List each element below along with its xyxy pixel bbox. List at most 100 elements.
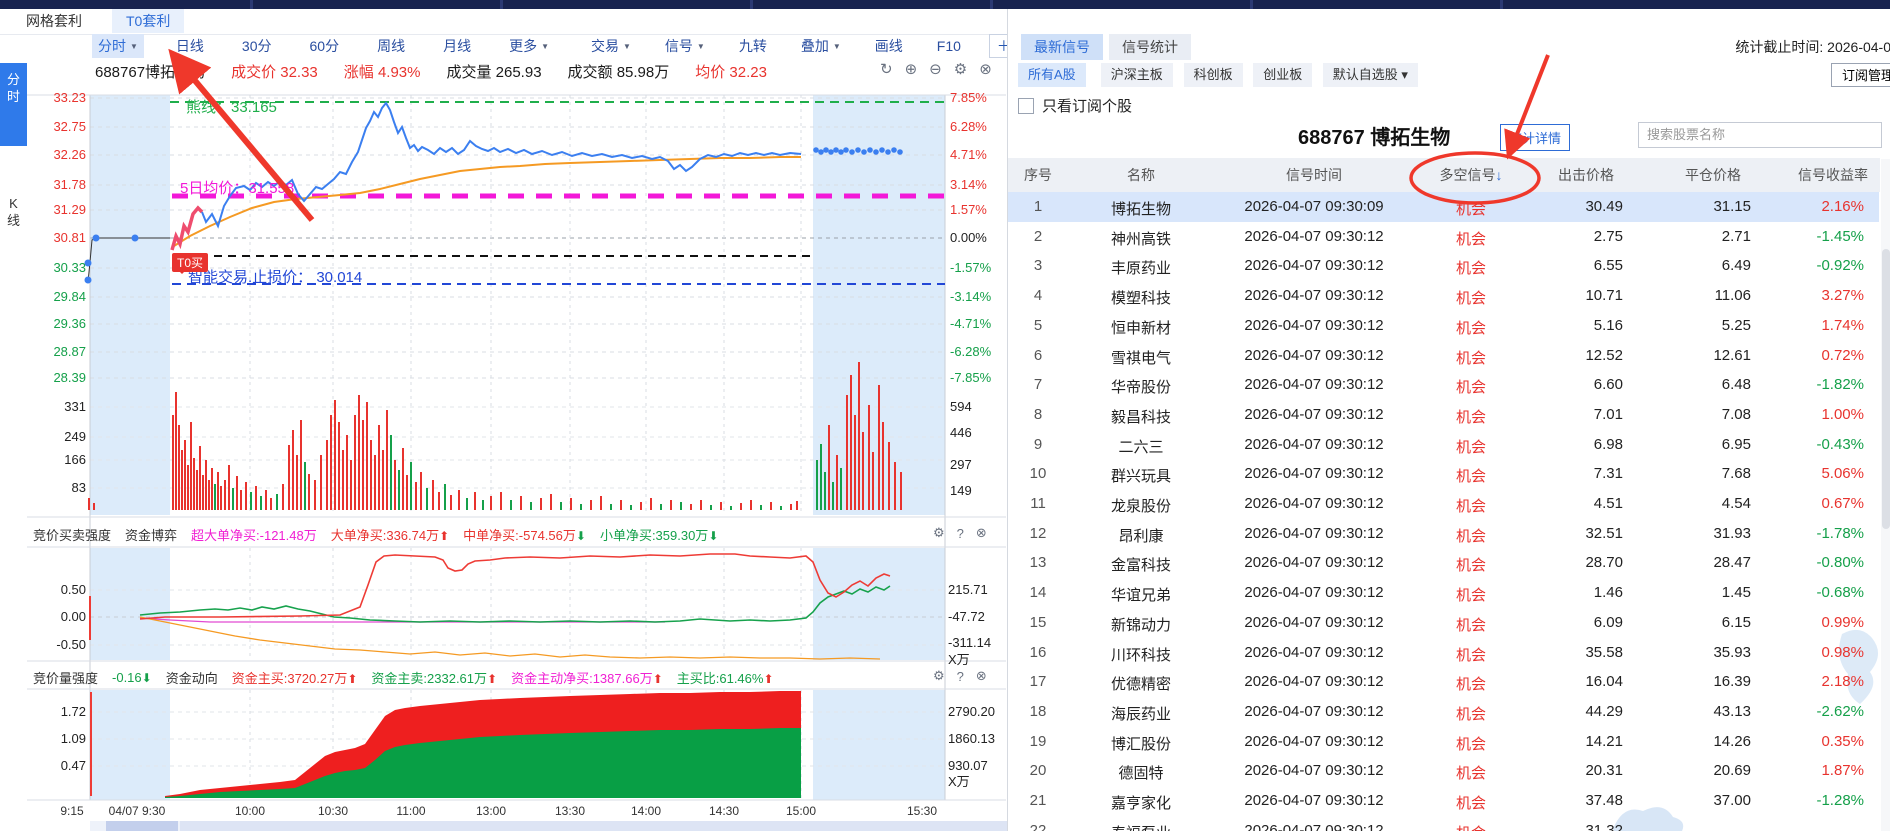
table-cell: 3 [1033, 257, 1043, 275]
chart-horizontal-scrollbar[interactable] [90, 821, 1007, 831]
column-header-序号[interactable]: 序号 [1024, 167, 1052, 183]
volume-bar [872, 452, 874, 510]
column-header-名称[interactable]: 名称 [1127, 167, 1155, 183]
volume-bar [740, 503, 742, 510]
volume-bar [378, 425, 380, 510]
table-cell: 1.46 [1593, 584, 1623, 602]
column-header-信号时间[interactable]: 信号时间 [1286, 167, 1342, 183]
gear-icon[interactable]: ⚙ [933, 668, 945, 683]
table-scrollbar[interactable] [1881, 159, 1890, 831]
volume-bar [366, 402, 368, 510]
pane3-icon-group: ⚙? ⊗ [933, 668, 987, 684]
table-cell: 10.71 [1585, 287, 1623, 305]
afterhours-dot [873, 149, 879, 155]
table-cell: -1.82% [1816, 376, 1864, 394]
table-cell: 1.00% [1821, 405, 1864, 423]
help-icon[interactable]: ? [956, 525, 964, 541]
toolbar-item-交易[interactable]: 交易 ▼ [585, 34, 637, 58]
price-axis-label: 30.33 [53, 260, 86, 275]
stat-detail-button[interactable]: 统计详情 [1500, 124, 1571, 151]
toolbar-item-叠加[interactable]: 叠加 ▼ [795, 34, 847, 58]
pane3-axis-right-label: 2790.20 [948, 704, 995, 719]
signal-panel: 统计截止时间: 2026-04-0 订阅管理 只看订阅个股 688767 博拓生… [1007, 9, 1890, 831]
table-cell: 金富科技 [1110, 557, 1172, 575]
column-header-出击价格[interactable]: 出击价格 [1558, 167, 1614, 183]
filter-chip[interactable]: 所有A股 [1018, 63, 1086, 87]
close-icon[interactable]: ⊗ [975, 668, 987, 683]
volume-bar [610, 504, 612, 510]
toolbar-item-月线[interactable]: 月线 [437, 34, 477, 58]
volume-bar [304, 462, 306, 510]
filter-chip[interactable]: 科创板 [1183, 63, 1243, 87]
column-header-信号收益率[interactable]: 信号收益率 [1798, 167, 1868, 183]
stock-info-item: 涨幅 4.93% [343, 63, 421, 81]
signal-tab-最新信号[interactable]: 最新信号 [1021, 34, 1103, 60]
gear-icon[interactable]: ⚙ [933, 525, 945, 540]
table-cell: 1.45 [1721, 584, 1751, 602]
toolbar-item-30分[interactable]: 30分 [236, 34, 278, 58]
toolbar-item-九转[interactable]: 九转 [733, 34, 773, 58]
only-subscribed-row[interactable]: 只看订阅个股 [1018, 95, 1132, 116]
search-input[interactable]: 搜索股票名称 [1638, 122, 1882, 148]
volume-bar [220, 486, 222, 510]
toolbar-item-信号[interactable]: 信号 ▼ [659, 34, 711, 58]
toolbar-item-F10[interactable]: F10 [931, 36, 967, 56]
volume-bar [730, 506, 732, 510]
volume-bar [760, 505, 762, 510]
volume-bar [850, 375, 852, 510]
pane2-axis-label: -0.50 [56, 637, 86, 652]
table-cell: 6.09 [1593, 613, 1623, 631]
afterhours-band [813, 548, 945, 660]
table-scrollbar-thumb[interactable] [1882, 249, 1890, 529]
filter-chip[interactable]: 沪深主板 [1100, 63, 1173, 87]
volume-bar [700, 500, 702, 510]
volume-bar [426, 488, 428, 510]
toolbar-item-日线[interactable]: 日线 [170, 34, 210, 58]
table-cell: 2.75 [1593, 227, 1623, 245]
signal-tab-信号统计[interactable]: 信号统计 [1109, 34, 1191, 60]
volume-axis-right-label: 446 [950, 425, 972, 440]
afterhours-dot [823, 147, 829, 153]
volume-bar [862, 432, 864, 510]
volume-bar [580, 504, 582, 510]
close-icon[interactable]: ⊗ [979, 61, 992, 78]
table-cell: 机会 [1455, 349, 1487, 367]
toolbar-item-更多[interactable]: 更多 ▼ [503, 34, 555, 58]
refresh-icon[interactable]: ↻ [880, 61, 893, 78]
strategy-tab-网格套利[interactable]: 网格套利 [26, 13, 82, 29]
table-cell: 2026-04-07 09:30:12 [1244, 346, 1384, 364]
zoom-in-icon[interactable]: ⊕ [904, 61, 918, 78]
toolbar-item-label: 周线 [377, 38, 406, 54]
help-icon[interactable]: ? [956, 668, 964, 684]
table-cell: 2.18% [1821, 673, 1864, 691]
toolbar-item-周线[interactable]: 周线 [371, 34, 411, 58]
pane2-icon-group: ⚙? ⊗ [933, 525, 987, 541]
gear-icon[interactable]: ⚙ [953, 61, 968, 78]
sidebar-item-fenshi[interactable]: 分时 [0, 63, 27, 146]
column-header-平仓价格[interactable]: 平仓价格 [1685, 167, 1741, 183]
close-icon[interactable]: ⊗ [975, 525, 987, 540]
pane2-axis-right-label: X万 [948, 652, 970, 667]
table-cell: 4.51 [1593, 495, 1623, 512]
volume-bar [386, 410, 388, 510]
volume-bar [560, 502, 562, 510]
only-subscribed-checkbox[interactable] [1018, 97, 1034, 114]
table-cell: 机会 [1455, 230, 1487, 248]
filter-chip[interactable]: 默认自选股 ▾ [1322, 63, 1418, 87]
filter-chip[interactable]: 创业板 [1253, 63, 1313, 87]
toolbar-item-分时[interactable]: 分时 ▼ [92, 34, 144, 58]
column-header-多空信号[interactable]: 多空信号↓ [1439, 167, 1503, 183]
table-cell: -0.92% [1816, 257, 1864, 275]
volume-bar [236, 476, 238, 510]
arrow-up-icon: ⬆ [763, 671, 774, 686]
table-cell: 17 [1029, 673, 1047, 691]
table-cell: 0.72% [1821, 346, 1864, 364]
toolbar-item-60分[interactable]: 60分 [304, 34, 346, 58]
subscription-manage-button[interactable]: 订阅管理 [1830, 63, 1890, 87]
zoom-out-icon[interactable]: ⊖ [929, 61, 942, 78]
volume-bar [878, 385, 880, 510]
strategy-tab-T0套利[interactable]: T0套利 [112, 9, 185, 33]
toolbar-item-画线[interactable]: 画线 [869, 34, 909, 58]
scrollbar-thumb[interactable] [106, 821, 178, 831]
